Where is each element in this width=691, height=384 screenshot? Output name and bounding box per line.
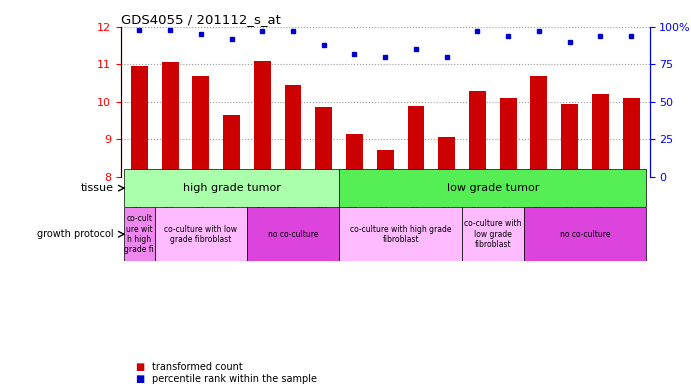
- Text: ■: ■: [135, 374, 144, 384]
- Bar: [438, 137, 455, 177]
- Text: GDS4055 / 201112_s_at: GDS4055 / 201112_s_at: [121, 13, 281, 26]
- Bar: [500, 98, 517, 177]
- Bar: [339, 169, 647, 207]
- Bar: [462, 207, 524, 261]
- Text: percentile rank within the sample: percentile rank within the sample: [152, 374, 317, 384]
- Text: co-culture with low
grade fibroblast: co-culture with low grade fibroblast: [164, 225, 237, 244]
- Text: no co-culture: no co-culture: [268, 230, 319, 239]
- Text: no co-culture: no co-culture: [560, 230, 610, 239]
- Text: transformed count: transformed count: [152, 362, 243, 372]
- Bar: [254, 61, 271, 177]
- Bar: [408, 106, 424, 177]
- Bar: [524, 207, 647, 261]
- Bar: [346, 134, 363, 177]
- Text: co-culture with high grade
fibroblast: co-culture with high grade fibroblast: [350, 225, 451, 244]
- Bar: [377, 151, 394, 177]
- Bar: [623, 98, 640, 177]
- Bar: [315, 108, 332, 177]
- Bar: [247, 207, 339, 261]
- Text: growth protocol: growth protocol: [37, 229, 114, 239]
- Text: high grade tumor: high grade tumor: [182, 183, 281, 193]
- Bar: [531, 76, 547, 177]
- Text: low grade tumor: low grade tumor: [446, 183, 539, 193]
- Bar: [223, 115, 240, 177]
- Bar: [124, 169, 339, 207]
- Bar: [561, 104, 578, 177]
- Bar: [469, 91, 486, 177]
- Text: co-cult
ure wit
h high
grade fi: co-cult ure wit h high grade fi: [124, 214, 154, 254]
- Bar: [155, 207, 247, 261]
- Text: co-culture with
low grade
fibroblast: co-culture with low grade fibroblast: [464, 219, 522, 249]
- Bar: [131, 66, 148, 177]
- Bar: [124, 207, 155, 261]
- Bar: [162, 63, 178, 177]
- Bar: [592, 94, 609, 177]
- Text: ■: ■: [135, 362, 144, 372]
- Bar: [285, 85, 301, 177]
- Bar: [339, 207, 462, 261]
- Bar: [192, 76, 209, 177]
- Text: tissue: tissue: [81, 183, 114, 193]
